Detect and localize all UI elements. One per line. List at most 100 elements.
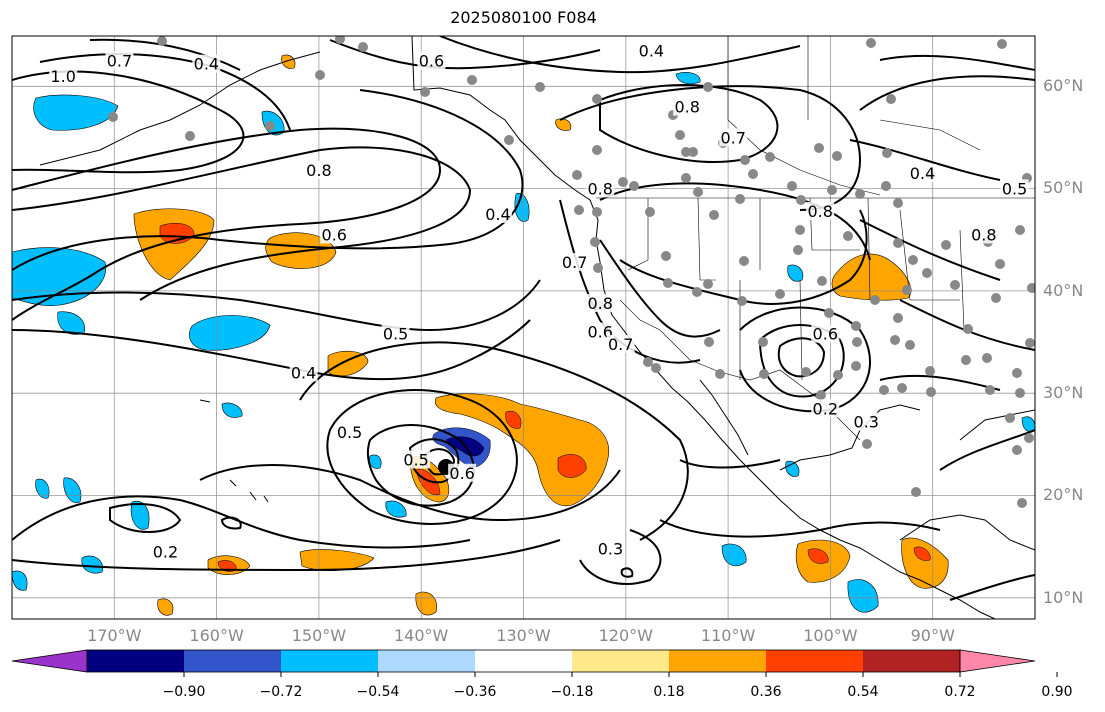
contour-labels: 1.0 0.7 0.4 0.6 0.4 0.8 0.7 0.4 0.5 0.8 0.6 0.4 0.8 0… [49, 41, 1029, 562]
map-frame [11, 35, 1036, 620]
contour-label: 0.8 [674, 98, 699, 117]
colorbar-tick-label: 0.54 [847, 684, 879, 700]
longitude-label: 150°W [291, 626, 347, 645]
latitude-label: 60°N [1043, 76, 1084, 96]
latitude-label: 50°N [1043, 178, 1084, 198]
political-borders [596, 36, 1035, 441]
colorbar-extend-high [959, 649, 1036, 673]
contour-label-background [320, 225, 349, 244]
contour-label-background [304, 161, 333, 180]
longitude-label: 120°W [598, 626, 653, 645]
coastlines [39, 36, 1035, 619]
contour-label: 1.0 [50, 67, 75, 86]
latitude-label: 30°N [1043, 382, 1084, 402]
contour-label-background [852, 412, 881, 431]
contour-label: 0.8 [971, 225, 996, 244]
colorbar-tick-label: 0.90 [1041, 684, 1073, 700]
contour-label: 0.6 [449, 464, 474, 483]
contour-label-background [560, 253, 589, 272]
contour-label-background [1000, 179, 1029, 198]
contour-label: 0.2 [153, 543, 178, 562]
contour-label: 0.2 [813, 399, 838, 418]
colorbar-tick-label: −0.36 [453, 684, 497, 700]
colorbar-segment [669, 650, 767, 672]
contour-label: 0.8 [587, 294, 612, 313]
latitude-label: 10°N [1043, 587, 1084, 607]
colorbar-tick-label: −0.54 [356, 684, 400, 700]
contour-label: 0.8 [587, 179, 612, 198]
contour-label: 0.4 [639, 41, 664, 60]
colorbar-tick-label: −0.72 [259, 684, 303, 700]
contour-label: 0.4 [910, 164, 935, 183]
contour-label-background [49, 66, 78, 85]
contour-label-background [192, 54, 221, 73]
colorbar-tick-label: 0.72 [944, 684, 976, 700]
contour-label-background [969, 225, 998, 244]
contour-label: 0.6 [322, 225, 347, 244]
latitude-label: 40°N [1043, 280, 1084, 300]
colorbar-tick-label: −0.18 [550, 684, 594, 700]
colorbar-segment [378, 650, 476, 672]
shaded-strong-regions [159, 223, 931, 572]
contour-label-background [908, 164, 937, 183]
contour-label-background [448, 463, 477, 482]
contour-label-background [719, 128, 748, 147]
colorbar-extend-low [11, 649, 88, 673]
longitude-label: 140°W [394, 626, 449, 645]
contour-label: 0.3 [853, 413, 878, 432]
contour-label-background [586, 293, 615, 312]
contour-label: 0.3 [598, 539, 623, 558]
contour-label-background [811, 324, 840, 343]
graticule [12, 36, 1035, 619]
colorbar-tick-label: 0.36 [750, 684, 782, 700]
contour-label-background [381, 324, 410, 343]
colorbar-segment [281, 650, 379, 672]
colorbar-tick-label: −0.90 [162, 684, 206, 700]
contour-label: 0.7 [608, 335, 633, 354]
colorbar-segment [572, 650, 670, 672]
contour-label-background [586, 179, 615, 198]
contour-label-background [483, 204, 512, 223]
latitude-label: 20°N [1043, 485, 1084, 505]
contour-label-background [335, 422, 364, 441]
contour-label: 0.6 [419, 52, 444, 71]
contour-label: 0.8 [807, 202, 832, 221]
colorbar-segment [87, 650, 185, 672]
contour-label: 0.5 [1002, 179, 1027, 198]
contour-label: 0.6 [587, 323, 612, 342]
longitude-label: 90°W [910, 626, 955, 645]
contour-label: 0.7 [720, 128, 745, 147]
contour-label-background [151, 542, 180, 561]
contour-label-background [289, 363, 318, 382]
contour-label: 0.4 [194, 55, 219, 74]
contour-label-background [596, 539, 625, 558]
longitude-label: 130°W [496, 626, 551, 645]
colorbar-frame [86, 649, 961, 673]
contour-label: 0.8 [306, 161, 331, 180]
longitude-label: 110°W [700, 626, 756, 645]
contour-label: 0.4 [291, 364, 316, 383]
map-title: 2025080100 F084 [450, 8, 597, 27]
contour-label-background [673, 97, 702, 116]
contour-label-background [606, 334, 635, 353]
colorbar-segment [475, 650, 573, 672]
contour-label: 0.6 [813, 325, 838, 344]
colorbar-segment [863, 650, 961, 672]
colorbar-segment [184, 650, 282, 672]
contour-label-background [806, 201, 835, 220]
longitude-label: 170°W [87, 626, 142, 645]
contour-label: 0.5 [337, 423, 362, 442]
contour-label-background [417, 51, 446, 70]
contour-label: 0.5 [383, 325, 408, 344]
contour-label: 0.7 [107, 52, 132, 71]
contours [12, 36, 1035, 601]
station-dots [108, 36, 1035, 508]
contour-label-background [105, 51, 134, 70]
contour-label: 0.5 [403, 450, 428, 469]
contour-label: 0.7 [562, 253, 587, 272]
longitude-label: 100°W [803, 626, 858, 645]
contour-label-background [402, 450, 431, 469]
longitude-label: 160°W [189, 626, 244, 645]
contour-label-background [811, 399, 840, 418]
